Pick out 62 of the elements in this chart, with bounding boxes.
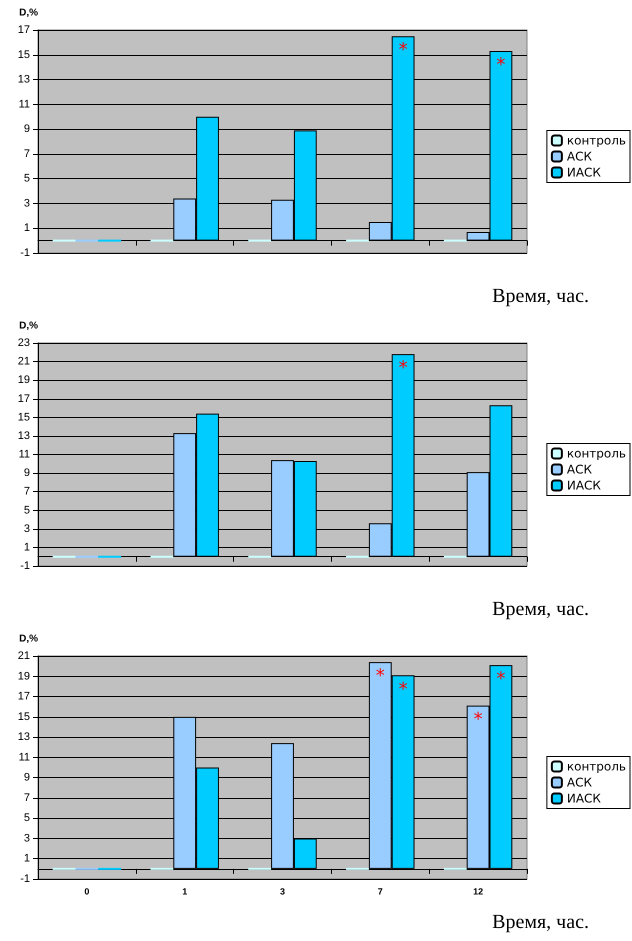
y-tick-label: 17 [18, 690, 30, 703]
y-tick-label: 15 [18, 48, 30, 61]
y-tick-label: 1 [24, 852, 30, 865]
y-tick-label: 3 [24, 522, 30, 535]
data-label: * [376, 666, 385, 687]
data-label: * [398, 358, 408, 379]
y-tick-label: 5 [24, 812, 30, 824]
y-tick-label: 17 [18, 392, 30, 405]
legend-label: контроль [566, 760, 626, 774]
legend-label: ИАСК [566, 478, 602, 492]
legend-label: АСК [566, 776, 592, 790]
y-tick-label: 3 [24, 197, 30, 210]
y-tick-label: 11 [18, 98, 30, 110]
legend-label: контроль [566, 134, 626, 148]
y-tick-label: 13 [18, 430, 30, 442]
y-tick-label: 15 [18, 710, 30, 723]
data-label: * [398, 678, 408, 700]
x-tick-label: 12 [473, 886, 484, 896]
y-tick-label: 13 [18, 731, 30, 744]
legend-label: контроль [566, 446, 626, 460]
y-tick-label: 21 [18, 356, 30, 368]
data-label: * [496, 54, 506, 76]
x-axis-title: Время, час. [492, 285, 590, 307]
y-axis-title: D,% [19, 320, 38, 332]
data-label: * [496, 668, 506, 690]
data-label: * [474, 709, 483, 730]
y-tick-label: 23 [18, 337, 30, 349]
y-tick-label: 3 [24, 832, 30, 844]
y-tick-label: 9 [24, 467, 30, 480]
x-tick-label: 0 [84, 886, 90, 896]
y-tick-label: 9 [24, 772, 30, 784]
y-tick-label: 15 [18, 411, 30, 424]
y-tick-label: 9 [24, 123, 30, 136]
y-axis-title: D,% [19, 8, 38, 18]
y-tick-label: 1 [24, 222, 30, 234]
x-tick-label: 7 [378, 886, 383, 896]
y-tick-label: 5 [24, 504, 30, 516]
y-axis-title: D,% [19, 634, 38, 644]
y-tick-label: -1 [20, 873, 30, 885]
y-tick-label: 19 [18, 670, 30, 682]
x-axis-title: Время, час. [492, 598, 590, 620]
x-tick-label: 3 [280, 886, 286, 896]
legend-label: АСК [566, 150, 592, 164]
legend-label: АСК [566, 462, 592, 476]
legend-label: ИАСК [566, 166, 602, 180]
y-tick-label: 21 [18, 650, 30, 662]
y-tick-label: -1 [20, 560, 30, 572]
x-axis-title: Время, час. [492, 911, 590, 933]
x-tick-label: 1 [182, 886, 188, 896]
legend-label: ИАСК [566, 792, 602, 806]
y-tick-label: 19 [18, 374, 30, 386]
y-tick-label: 5 [24, 172, 30, 185]
y-tick-label: -1 [20, 247, 30, 259]
y-tick-label: 7 [24, 486, 30, 498]
y-tick-label: 7 [24, 792, 30, 804]
y-tick-label: 1 [24, 541, 30, 554]
y-tick-label: 11 [18, 751, 30, 764]
data-label: * [398, 40, 408, 61]
y-tick-label: 11 [18, 448, 30, 460]
y-tick-label: 7 [24, 148, 30, 160]
y-tick-label: 13 [18, 74, 30, 86]
y-tick-label: 17 [18, 24, 30, 36]
